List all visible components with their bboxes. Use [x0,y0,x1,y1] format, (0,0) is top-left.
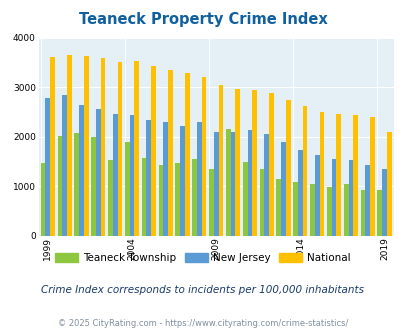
Bar [141,158,146,236]
Bar [285,100,290,236]
Bar [100,58,105,236]
Bar [247,129,252,236]
Bar [259,169,264,236]
Bar [331,159,336,236]
Bar [117,62,122,236]
Legend: Teaneck Township, New Jersey, National: Teaneck Township, New Jersey, National [51,248,354,267]
Text: Teaneck Property Crime Index: Teaneck Property Crime Index [79,12,326,26]
Bar [58,136,62,236]
Bar [264,134,269,236]
Bar [242,162,247,236]
Bar [326,187,331,236]
Bar [158,165,163,236]
Bar [336,114,340,236]
Bar [74,133,79,236]
Bar [84,56,88,236]
Bar [230,132,235,236]
Bar [96,109,100,236]
Bar [91,137,96,236]
Bar [163,122,168,236]
Bar [62,95,67,236]
Text: © 2025 CityRating.com - https://www.cityrating.com/crime-statistics/: © 2025 CityRating.com - https://www.city… [58,319,347,328]
Bar [108,160,113,236]
Bar [269,93,273,236]
Bar [352,115,357,236]
Bar [196,122,201,236]
Bar [309,184,314,236]
Bar [67,55,72,236]
Bar [201,77,206,236]
Bar [235,89,239,236]
Bar [297,150,302,236]
Bar [151,66,156,236]
Bar [377,190,381,236]
Bar [319,112,324,236]
Bar [360,190,364,236]
Bar [347,160,352,236]
Bar [45,98,50,236]
Bar [302,106,307,236]
Bar [369,117,374,236]
Bar [125,142,129,236]
Bar [281,142,285,236]
Bar [364,165,369,236]
Bar [276,179,281,236]
Bar [386,132,391,236]
Bar [113,114,117,236]
Bar [168,70,173,236]
Bar [252,90,256,236]
Bar [134,61,139,236]
Bar [213,132,218,236]
Bar [226,129,230,236]
Bar [79,105,84,236]
Bar [209,169,213,236]
Bar [40,163,45,236]
Bar [343,184,347,236]
Text: Crime Index corresponds to incidents per 100,000 inhabitants: Crime Index corresponds to incidents per… [41,285,364,295]
Bar [314,155,319,236]
Bar [146,120,151,236]
Bar [381,169,386,236]
Bar [192,159,196,236]
Bar [184,73,189,236]
Bar [218,85,223,236]
Bar [50,57,55,236]
Bar [180,126,184,236]
Bar [292,182,297,236]
Bar [175,163,180,236]
Bar [129,115,134,236]
